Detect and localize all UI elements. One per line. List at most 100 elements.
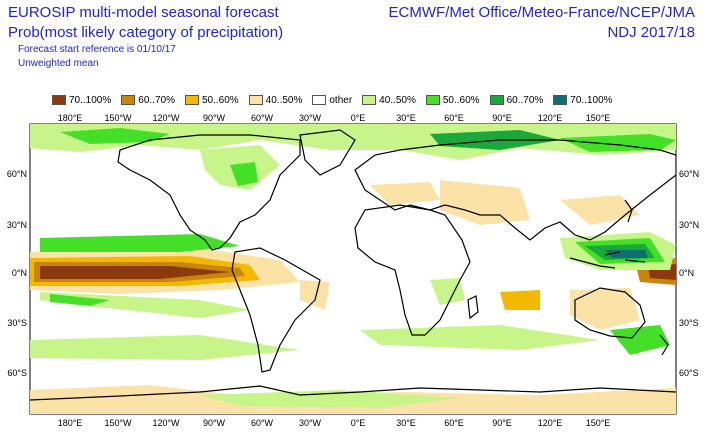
axis-label: 120°E bbox=[538, 113, 563, 123]
legend-label: 50..60% bbox=[442, 94, 480, 106]
coast-australia bbox=[574, 287, 646, 339]
centres-list: ECMWF/Met Office/Meteo-France/NCEP/JMA bbox=[388, 4, 695, 21]
axis-label: 120°E bbox=[538, 418, 563, 428]
axis-label: 30°E bbox=[396, 418, 416, 428]
axis-label: 120°W bbox=[152, 113, 180, 123]
title-line1: EUROSIP multi-model seasonal forecast bbox=[8, 4, 279, 21]
axis-label: 90°W bbox=[203, 418, 226, 428]
wet-region-hudson bbox=[230, 162, 258, 186]
legend-label: 60..70% bbox=[506, 94, 544, 106]
forecast-reference: Forecast start reference is 01/10/17 bbox=[18, 44, 176, 55]
legend-item: 50..60% bbox=[184, 94, 239, 106]
legend-label: 60..70% bbox=[138, 94, 175, 106]
dry-region-china bbox=[560, 195, 640, 225]
legend-label: 70..100% bbox=[570, 94, 613, 106]
legend-item: 60..70% bbox=[121, 95, 175, 106]
axis-label: 90°E bbox=[492, 113, 512, 123]
axis-label: 60°S bbox=[679, 368, 699, 378]
legend-swatch bbox=[52, 95, 66, 105]
coast-africa bbox=[354, 204, 471, 336]
dry-region-mideast bbox=[440, 180, 530, 225]
axis-label: 150°E bbox=[586, 418, 611, 428]
coast-south-america bbox=[231, 247, 321, 373]
axis-label: 30°W bbox=[299, 113, 322, 123]
season-label: NDJ 2017/18 bbox=[607, 24, 695, 41]
axis-label: 150°W bbox=[104, 113, 132, 123]
coast-japan bbox=[624, 199, 633, 223]
legend-swatch bbox=[184, 95, 199, 105]
dry-region-europe bbox=[370, 182, 440, 205]
title-line2: Prob(most likely category of precipitati… bbox=[8, 24, 284, 41]
wet-region-itcz bbox=[40, 234, 240, 252]
axis-label: 30°N bbox=[679, 220, 699, 230]
wet-region-siberia bbox=[560, 134, 676, 152]
dry-region-indian-ocean bbox=[500, 290, 540, 310]
legend-item: 60..70% bbox=[489, 94, 544, 106]
axis-label: 180°E bbox=[58, 113, 83, 123]
axis-label: 30°S bbox=[7, 318, 27, 328]
axis-label: 60°W bbox=[251, 113, 274, 123]
coast-greenland bbox=[299, 129, 356, 176]
legend-item: other bbox=[312, 95, 352, 106]
dry-region-pacific-core bbox=[40, 266, 230, 279]
legend-label: 40..50% bbox=[379, 94, 416, 106]
coastlines bbox=[30, 129, 676, 401]
axis-label: 180°E bbox=[58, 418, 83, 428]
axis-label: 0°E bbox=[351, 113, 366, 123]
legend-swatch bbox=[121, 95, 136, 105]
axis-label: 30°N bbox=[7, 220, 27, 230]
wet-region-arctic-strong bbox=[60, 128, 170, 144]
legend-swatch bbox=[553, 95, 568, 105]
legend-item: 50..60% bbox=[425, 94, 480, 106]
dry-region-australia bbox=[570, 288, 640, 330]
coast-north-america bbox=[117, 134, 301, 251]
axis-label: 60°N bbox=[679, 169, 699, 179]
lat-labels-right: 60°N 30°N 0°N 30°S 60°S bbox=[679, 169, 699, 378]
legend: 70..100% 60..70% 50..60% 40..50% other 40..50… bbox=[52, 94, 619, 106]
legend-label: 40..50% bbox=[265, 94, 303, 106]
axis-label: 30°S bbox=[679, 318, 699, 328]
coast-indonesia bbox=[569, 251, 646, 269]
legend-label: 70..100% bbox=[69, 94, 112, 106]
wet-region-east-africa bbox=[430, 278, 465, 305]
axis-label: 60°E bbox=[444, 113, 464, 123]
probability-shading bbox=[30, 124, 676, 414]
wet-region-antarctic bbox=[200, 390, 460, 408]
legend-label: 50..60% bbox=[201, 94, 239, 106]
legend-item: 40..50% bbox=[248, 94, 303, 106]
lon-labels-bottom: 180°E 150°W 120°W 90°W 60°W 30°W 0°E 30°E 60°E 90… bbox=[58, 418, 611, 428]
lat-labels-left: 60°N 30°N 0°N 30°S 60°S bbox=[7, 169, 27, 378]
coast-antarctica bbox=[30, 385, 676, 401]
axis-label: 30°W bbox=[299, 418, 322, 428]
axis-label: 150°E bbox=[586, 113, 611, 123]
axis-label: 60°E bbox=[444, 418, 464, 428]
axis-label: 30°E bbox=[396, 113, 416, 123]
wet-region-maritime-core bbox=[605, 250, 648, 258]
legend-swatch bbox=[248, 95, 263, 105]
legend-label: other bbox=[329, 94, 353, 106]
coast-madagascar bbox=[467, 295, 479, 320]
axis-label: 0°N bbox=[12, 268, 27, 278]
lon-labels-top: 180°E 150°W 120°W 90°W 60°W 30°W 0°E 30°E 60°E 90… bbox=[58, 113, 611, 123]
legend-item: 40..50% bbox=[362, 95, 416, 106]
legend-swatch bbox=[312, 95, 327, 105]
wet-region-spcz-strong bbox=[50, 294, 110, 306]
axis-label: 90°W bbox=[203, 113, 226, 123]
wet-region-southern-ocean bbox=[30, 335, 300, 360]
legend-swatch bbox=[489, 95, 504, 105]
wet-region-south-australia bbox=[610, 325, 670, 355]
axis-label: 90°E bbox=[492, 418, 512, 428]
legend-item: 70..100% bbox=[553, 94, 613, 106]
axis-label: 0°E bbox=[351, 418, 366, 428]
axis-label: 60°W bbox=[251, 418, 274, 428]
axis-label: 0°N bbox=[679, 268, 694, 278]
axis-label: 150°W bbox=[104, 418, 132, 428]
axis-label: 60°N bbox=[7, 169, 27, 179]
dry-region-south-america bbox=[300, 280, 330, 310]
coast-new-zealand bbox=[659, 334, 669, 356]
axis-label: 60°S bbox=[7, 368, 27, 378]
weighting-note: Unweighted mean bbox=[18, 58, 99, 69]
wet-region-southern-ocean-2 bbox=[360, 325, 600, 350]
legend-swatch bbox=[362, 95, 377, 105]
